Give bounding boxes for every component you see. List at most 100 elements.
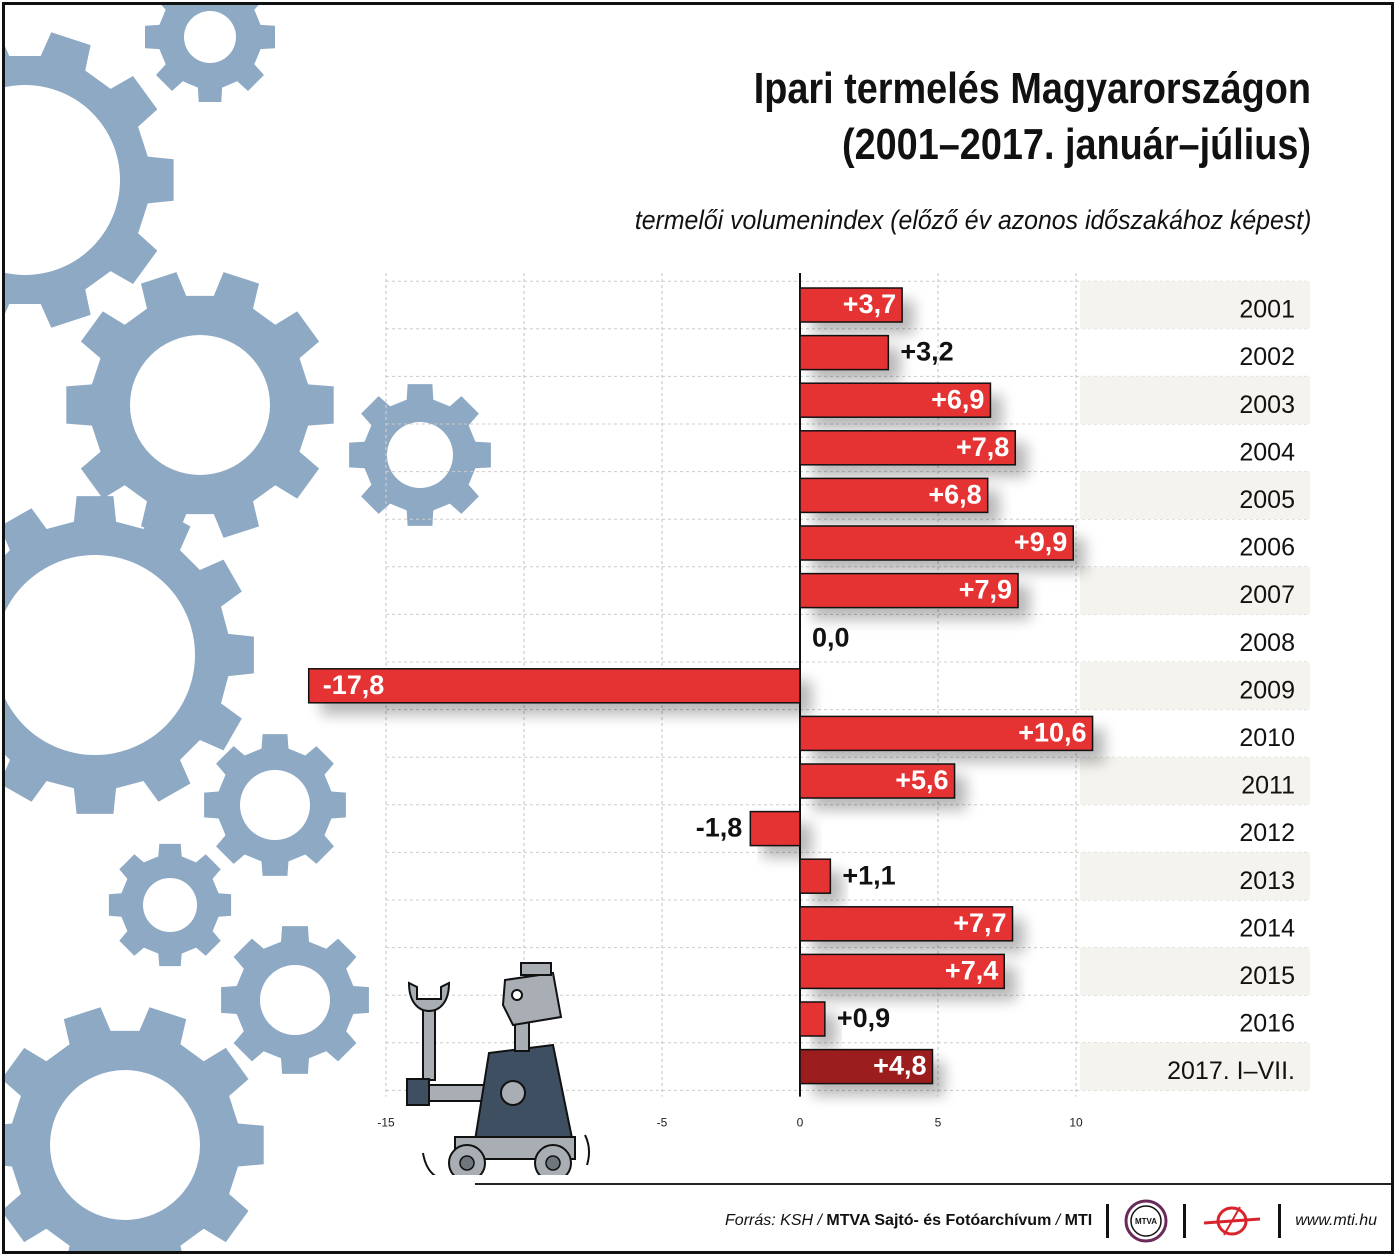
category-label: 2011 — [1241, 772, 1295, 800]
category-label: 2004 — [1239, 438, 1295, 466]
year-band — [1080, 852, 1310, 900]
bar — [799, 525, 1074, 561]
category-label: 2001 — [1239, 296, 1295, 324]
gear-hole — [5, 555, 195, 755]
category-label: 2008 — [1239, 629, 1295, 657]
bar — [799, 1048, 934, 1085]
robot-head — [501, 971, 563, 1027]
x-tick-labels: -15 -5 0 5 10 — [377, 1116, 1083, 1130]
gear-hole — [143, 878, 197, 932]
year-labels: 2001 2002 2003 2004 2005 2006 2007 2008 2009 2010… — [1167, 296, 1295, 1086]
x-tick-label: 10 — [1069, 1116, 1083, 1130]
category-label: 2006 — [1239, 534, 1295, 562]
category-label: 2007 — [1239, 581, 1295, 609]
wrench-icon — [407, 981, 451, 1013]
year-band — [1080, 1042, 1310, 1091]
mtva-logo: MTVA — [1124, 1199, 1168, 1243]
data-label: 0,0 — [812, 622, 850, 652]
bar — [799, 334, 890, 371]
footer: Forrás: KSH / MTVA Sajtó- és Fotóarchívu… — [725, 1199, 1377, 1243]
bar — [799, 1001, 826, 1037]
gear-hole — [130, 335, 270, 475]
data-label: +4,8 — [873, 1051, 926, 1081]
x-tick-label: -5 — [657, 1116, 668, 1130]
robot-hat — [520, 962, 552, 976]
bar — [307, 668, 801, 704]
robot-wheel-hub — [459, 1155, 475, 1171]
category-label: 2005 — [1239, 486, 1295, 514]
robot-hand — [406, 1078, 430, 1106]
data-label: +6,8 — [928, 480, 981, 510]
bar — [799, 572, 1019, 609]
robot-eye — [511, 989, 523, 1001]
bars — [307, 287, 1094, 1085]
x-tick-label: -15 — [377, 1116, 395, 1130]
source-credit: Forrás: KSH / MTVA Sajtó- és Fotóarchívu… — [725, 1212, 1092, 1230]
website-url: www.mti.hu — [1295, 1212, 1377, 1229]
category-label: 2016 — [1239, 1010, 1295, 1038]
bar — [799, 477, 989, 514]
mti-logo — [1204, 1206, 1261, 1236]
bar-chart: +3,7+3,2 +6,9 +7,8 +6,8 +9,9+7,9 0,0 -17,8 +10,… — [307, 273, 1310, 1175]
robot-wheel-hub — [545, 1155, 561, 1171]
bar — [799, 858, 832, 894]
year-band — [1080, 947, 1310, 996]
bar — [749, 810, 801, 847]
bar — [799, 763, 956, 799]
data-label: +7,4 — [945, 956, 998, 986]
year-band — [1080, 662, 1310, 710]
motion-lines — [422, 1134, 591, 1175]
footer-separator — [1183, 1204, 1187, 1238]
gear-hole — [50, 1070, 200, 1220]
data-label: +3,7 — [843, 289, 896, 319]
category-label: 2013 — [1239, 867, 1295, 895]
source-separator: / — [1051, 1212, 1065, 1229]
data-label: +7,7 — [953, 908, 1006, 938]
bar — [799, 906, 1014, 942]
year-bands — [1080, 281, 1310, 1091]
chart-subtitle: termelői volumenindex (előző év azonos i… — [634, 205, 1311, 235]
data-label: -1,8 — [696, 813, 743, 843]
bar — [799, 953, 1005, 990]
gear-hole — [240, 770, 310, 840]
year-band — [1080, 281, 1310, 329]
data-label: +0,9 — [837, 1003, 890, 1033]
title-line-1: Ipari termelés Magyarországon — [753, 64, 1311, 113]
wrench-handle — [422, 1004, 436, 1081]
gear-hole — [5, 85, 120, 275]
x-tick-label: 0 — [797, 1116, 804, 1130]
gears-decoration — [5, 5, 491, 1251]
year-band — [1080, 376, 1310, 424]
gear-hole — [184, 11, 236, 63]
data-label: +3,2 — [900, 337, 953, 367]
data-label: +5,6 — [895, 765, 948, 795]
robot-illustration — [406, 962, 591, 1175]
data-label: +7,8 — [956, 432, 1009, 462]
bar — [799, 382, 992, 418]
category-label: 2015 — [1239, 962, 1295, 990]
category-label: 2009 — [1239, 676, 1295, 704]
footer-divider — [475, 1183, 1391, 1185]
category-label: 2014 — [1239, 914, 1295, 942]
data-label: +6,9 — [931, 384, 984, 414]
chart-title: Ipari termelés Magyarországon (2001–2017… — [754, 61, 1311, 173]
source-mti: MTI — [1064, 1212, 1093, 1229]
source-org: MTVA Sajtó- és Fotóarchívum — [826, 1212, 1052, 1229]
x-tick-label: 5 — [935, 1116, 942, 1130]
category-label: 2002 — [1239, 343, 1295, 371]
category-label: 2017. I–VII. — [1167, 1057, 1295, 1085]
data-label: -17,8 — [323, 670, 385, 700]
robot-shoulder — [500, 1080, 526, 1106]
source-prefix: Forrás: KSH / — [725, 1212, 827, 1229]
mtva-logo-text: MTVA — [1135, 1217, 1157, 1226]
category-label: 2010 — [1239, 724, 1295, 752]
bar — [799, 430, 1017, 466]
bar — [799, 287, 903, 323]
title-line-2: (2001–2017. január–július) — [841, 120, 1311, 169]
category-label: 2012 — [1239, 819, 1295, 847]
footer-separator — [1106, 1204, 1110, 1238]
year-band — [1080, 566, 1310, 615]
category-label: 2003 — [1239, 391, 1295, 419]
data-label: +10,6 — [1018, 718, 1086, 748]
